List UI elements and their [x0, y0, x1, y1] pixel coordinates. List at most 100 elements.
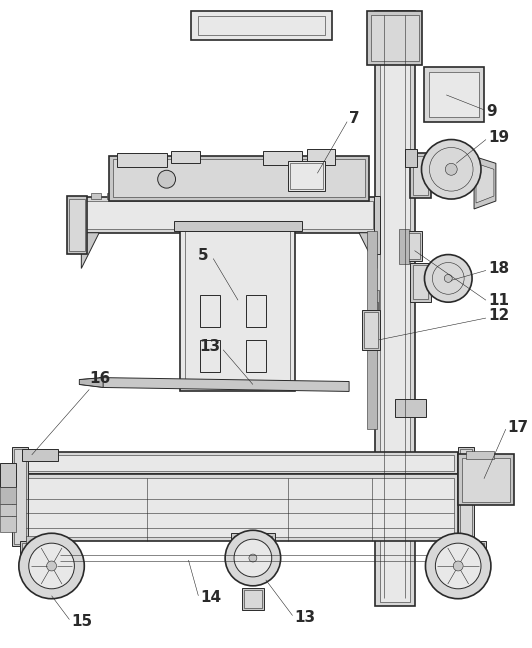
Bar	[201, 295, 220, 327]
Bar	[372, 302, 378, 316]
Bar	[425, 67, 484, 122]
Bar	[410, 262, 431, 302]
Bar	[180, 226, 295, 391]
Circle shape	[47, 561, 56, 571]
Circle shape	[426, 533, 491, 599]
Text: 11: 11	[488, 293, 509, 308]
Bar	[371, 290, 379, 318]
Bar	[367, 231, 377, 429]
Text: 14: 14	[201, 590, 221, 605]
Bar	[367, 10, 422, 65]
Bar	[12, 447, 28, 546]
Bar	[109, 156, 369, 201]
Circle shape	[249, 554, 257, 562]
Text: 19: 19	[488, 130, 509, 145]
Bar	[246, 340, 266, 371]
Bar	[405, 233, 420, 259]
Bar	[352, 193, 362, 199]
Bar	[0, 463, 16, 487]
Bar	[380, 14, 410, 602]
Bar	[171, 152, 201, 163]
Bar	[398, 229, 409, 264]
Bar	[149, 193, 159, 199]
Bar	[458, 447, 474, 546]
Circle shape	[157, 170, 176, 188]
Bar	[452, 543, 484, 557]
Circle shape	[421, 139, 481, 199]
Bar	[462, 458, 510, 502]
Bar	[81, 197, 377, 233]
Bar	[289, 163, 323, 189]
Text: 9: 9	[486, 104, 496, 119]
Bar	[244, 590, 262, 608]
Bar	[429, 72, 479, 117]
Bar	[22, 452, 458, 474]
Bar	[26, 478, 454, 537]
Circle shape	[225, 530, 281, 586]
Bar	[85, 201, 373, 229]
Circle shape	[453, 561, 463, 571]
Bar	[242, 588, 264, 610]
Bar	[68, 196, 87, 253]
Circle shape	[425, 255, 472, 302]
Bar	[186, 231, 289, 386]
Bar	[371, 14, 419, 61]
Bar	[14, 449, 26, 544]
Bar	[0, 487, 16, 505]
Bar	[307, 150, 335, 165]
Bar	[282, 193, 293, 199]
Text: 18: 18	[488, 261, 509, 276]
Bar	[288, 161, 325, 191]
Text: 13: 13	[199, 340, 220, 354]
Bar	[26, 455, 454, 471]
Text: 13: 13	[295, 610, 315, 625]
Polygon shape	[81, 233, 99, 268]
Bar	[0, 516, 16, 532]
Bar	[234, 537, 272, 558]
Bar	[395, 399, 427, 417]
Text: 16: 16	[89, 371, 111, 386]
Bar	[246, 295, 266, 327]
Text: 12: 12	[488, 308, 509, 323]
Bar	[192, 10, 332, 40]
Bar	[173, 221, 303, 231]
Circle shape	[234, 539, 272, 577]
Bar	[412, 266, 428, 299]
Polygon shape	[99, 378, 349, 391]
Text: 5: 5	[198, 248, 208, 263]
Bar	[22, 543, 55, 557]
Bar	[466, 451, 494, 459]
Bar	[113, 159, 365, 197]
Circle shape	[29, 543, 74, 589]
Bar	[450, 541, 486, 559]
Bar	[362, 310, 380, 350]
Text: 7: 7	[349, 111, 360, 126]
Bar	[0, 505, 16, 516]
Bar	[201, 340, 220, 371]
Bar	[374, 196, 380, 253]
Bar	[403, 231, 422, 260]
Bar	[69, 199, 85, 251]
Polygon shape	[474, 156, 496, 209]
Polygon shape	[79, 378, 103, 388]
Text: 15: 15	[71, 614, 93, 629]
Bar	[26, 537, 49, 544]
Bar	[375, 10, 414, 606]
Bar	[263, 152, 303, 165]
Bar	[198, 16, 325, 36]
Bar	[124, 193, 134, 199]
Bar	[22, 449, 57, 461]
Bar	[460, 449, 472, 544]
Circle shape	[19, 533, 84, 599]
Bar	[92, 193, 101, 199]
Circle shape	[444, 274, 452, 283]
Bar	[107, 193, 117, 199]
Bar	[20, 541, 57, 559]
Polygon shape	[359, 233, 377, 268]
Bar	[458, 454, 514, 505]
Bar	[405, 150, 417, 167]
Text: 17: 17	[508, 420, 529, 435]
Polygon shape	[476, 163, 494, 203]
Bar	[117, 154, 167, 167]
Bar	[364, 312, 378, 348]
